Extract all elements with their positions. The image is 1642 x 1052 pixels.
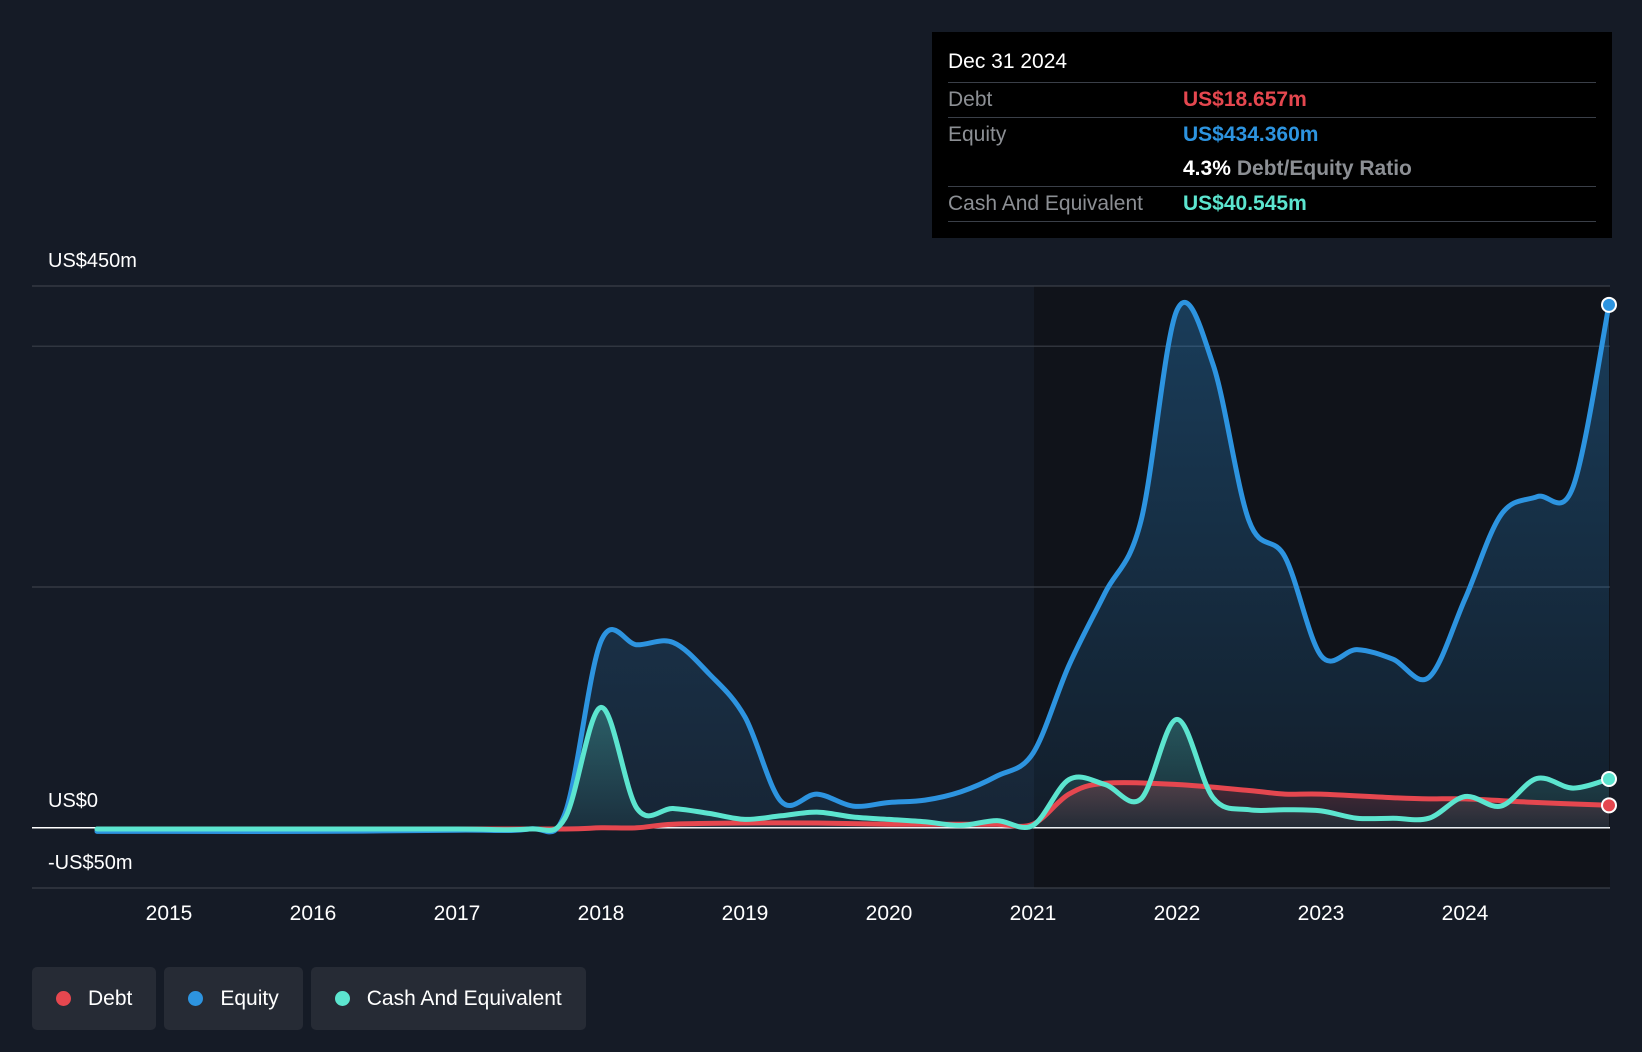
legend-dot-debt xyxy=(56,991,71,1006)
tooltip: Dec 31 2024 Debt US$18.657m Equity US$43… xyxy=(932,32,1612,238)
legend-label-cash: Cash And Equivalent xyxy=(366,986,562,1010)
tooltip-debt-row: Debt US$18.657m xyxy=(948,83,1596,118)
equity-end-marker xyxy=(1601,296,1617,313)
debt-area xyxy=(97,782,1609,831)
series-areas xyxy=(97,302,1609,832)
legend-label-debt: Debt xyxy=(88,986,133,1010)
tooltip-debt-value: US$18.657m xyxy=(1183,88,1307,111)
y-axis-bottom-label: -US$50m xyxy=(48,852,133,874)
series-lines xyxy=(94,299,1612,835)
tooltip-equity-label: Equity xyxy=(948,123,1007,146)
x-tick-label: 2017 xyxy=(434,902,481,925)
cash-and-equivalent-line xyxy=(94,704,1612,833)
equity-line xyxy=(94,299,1612,835)
x-tick-label: 2020 xyxy=(866,902,913,925)
tooltip-date: Dec 31 2024 xyxy=(948,46,1596,83)
tooltip-cash-row: Cash And Equivalent US$40.545m xyxy=(948,187,1596,222)
x-tick-label: 2024 xyxy=(1442,902,1489,925)
tooltip-equity-value: US$434.360m xyxy=(1183,123,1319,146)
x-tick-label: 2023 xyxy=(1298,902,1345,925)
equity-area xyxy=(97,302,1609,832)
tooltip-ratio-row: 4.3% Debt/Equity Ratio xyxy=(948,152,1596,187)
x-tick-label: 2015 xyxy=(146,902,193,925)
legend-item-equity[interactable]: Equity xyxy=(164,967,303,1030)
y-axis-top-label: US$450m xyxy=(48,250,137,272)
tooltip-debt-label: Debt xyxy=(948,88,993,111)
cash-and-equivalent-end-marker xyxy=(1601,770,1617,787)
x-axis-ticks: 2015 2016 2017 2018 2019 2020 2021 2022 2023 2024 xyxy=(146,902,1489,925)
x-tick-label: 2021 xyxy=(1010,902,1057,925)
tooltip-cash-value: US$40.545m xyxy=(1183,192,1307,215)
tooltip-ratio-value: 4.3% xyxy=(1183,157,1231,180)
legend-label-equity: Equity xyxy=(220,986,279,1010)
y-axis-zero-label: US$0 xyxy=(48,790,99,812)
end-markers xyxy=(1601,296,1617,814)
legend: Debt Equity Cash And Equivalent xyxy=(32,967,586,1030)
debt-end-marker xyxy=(1601,797,1617,814)
x-tick-label: 2019 xyxy=(722,902,769,925)
tooltip-equity-row: Equity US$434.360m xyxy=(948,118,1596,152)
x-tick-label: 2022 xyxy=(1154,902,1201,925)
legend-dot-cash xyxy=(334,991,350,1006)
legend-item-debt[interactable]: Debt xyxy=(32,967,157,1030)
tooltip-ratio-label: Debt/Equity Ratio xyxy=(1236,157,1412,180)
legend-item-cash[interactable]: Cash And Equivalent xyxy=(310,967,586,1030)
x-tick-label: 2018 xyxy=(578,902,625,925)
legend-dot-equity xyxy=(188,991,204,1006)
x-tick-label: 2016 xyxy=(290,902,337,925)
tooltip-cash-label: Cash And Equivalent xyxy=(948,192,1143,215)
